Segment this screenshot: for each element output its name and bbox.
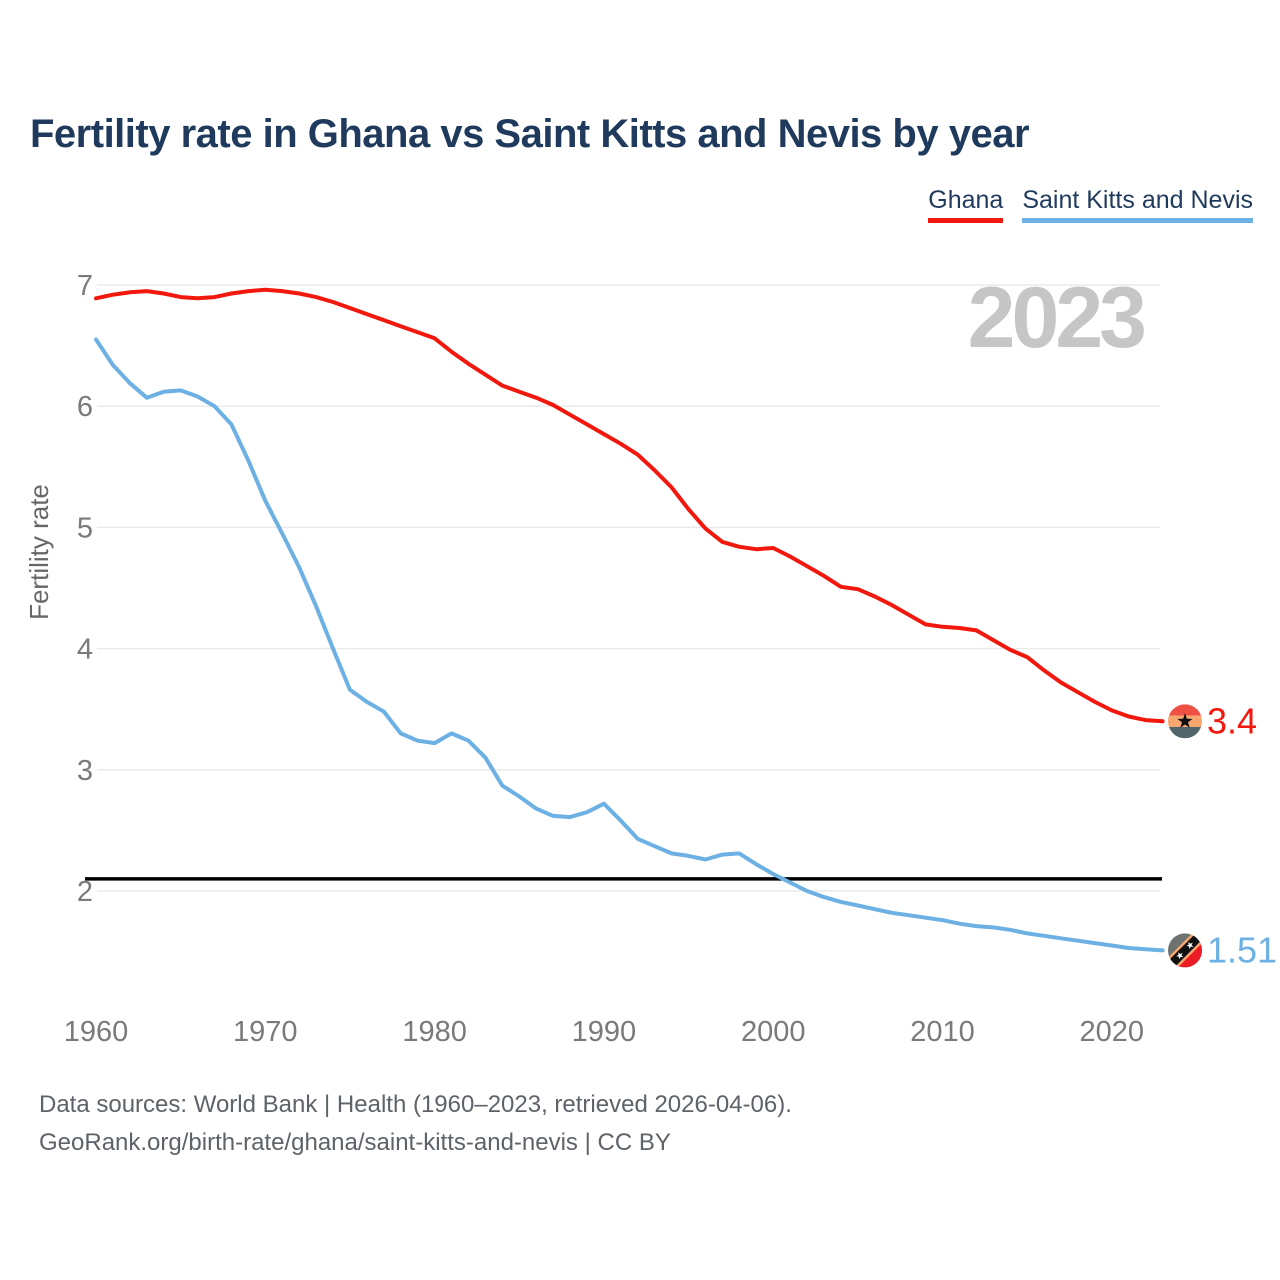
- x-axis-tick-labels: 1960 1970 1980 1990 2000 2010 2020: [64, 1016, 1144, 1048]
- y-tick-label: 5: [77, 512, 93, 544]
- y-tick-label: 3: [77, 755, 93, 787]
- x-tick-label: 1970: [233, 1016, 298, 1048]
- saint-kitts-and-nevis-flag-icon: [1168, 933, 1202, 968]
- y-axis-label: Fertility rate: [24, 484, 54, 620]
- x-tick-label: 2020: [1080, 1016, 1145, 1048]
- y-tick-label: 7: [77, 270, 93, 302]
- saint-kitts-end-value: 1.51: [1207, 929, 1277, 970]
- x-tick-label: 2000: [741, 1016, 806, 1048]
- ghana-end-value: 3.4: [1207, 700, 1257, 741]
- legend-item-ghana[interactable]: Ghana: [928, 186, 1004, 223]
- x-tick-label: 1990: [572, 1016, 637, 1048]
- ghana-flag-black-star: [1177, 713, 1193, 728]
- x-tick-label: 2010: [910, 1016, 975, 1048]
- y-tick-label: 2: [77, 876, 93, 908]
- x-tick-label: 1960: [64, 1016, 129, 1048]
- ghana-flag-icon: [1168, 704, 1202, 739]
- saint-kitts-and-nevis-line: [94, 337, 1165, 953]
- ghana-line: [94, 287, 1165, 724]
- y-tick-label: 4: [77, 634, 93, 666]
- footer-attribution: GeoRank.org/birth-rate/ghana/saint-kitts…: [39, 1129, 671, 1156]
- legend: Ghana Saint Kitts and Nevis: [928, 186, 1253, 223]
- ghana-flag-red-stripe: [1168, 704, 1202, 716]
- footer-data-sources: Data sources: World Bank | Health (1960–…: [39, 1091, 792, 1118]
- ghana-flag-green-stripe: [1168, 727, 1202, 739]
- skn-flag-star: [1176, 952, 1184, 960]
- y-axis-tick-labels: 7 6 5 4 3 2: [77, 270, 93, 908]
- y-tick-label: 6: [77, 391, 93, 423]
- x-tick-label: 1980: [402, 1016, 467, 1048]
- skn-flag-star: [1186, 941, 1194, 950]
- footer: Data sources: World Bank | Health (1960–…: [39, 1086, 792, 1162]
- skn-flag-black-band: [1168, 933, 1202, 968]
- year-watermark: 2023: [968, 270, 1144, 366]
- gridlines: [97, 284, 1160, 892]
- page-title: Fertility rate in Ghana vs Saint Kitts a…: [30, 112, 1030, 156]
- legend-item-saint-kitts-and-nevis[interactable]: Saint Kitts and Nevis: [1022, 186, 1253, 223]
